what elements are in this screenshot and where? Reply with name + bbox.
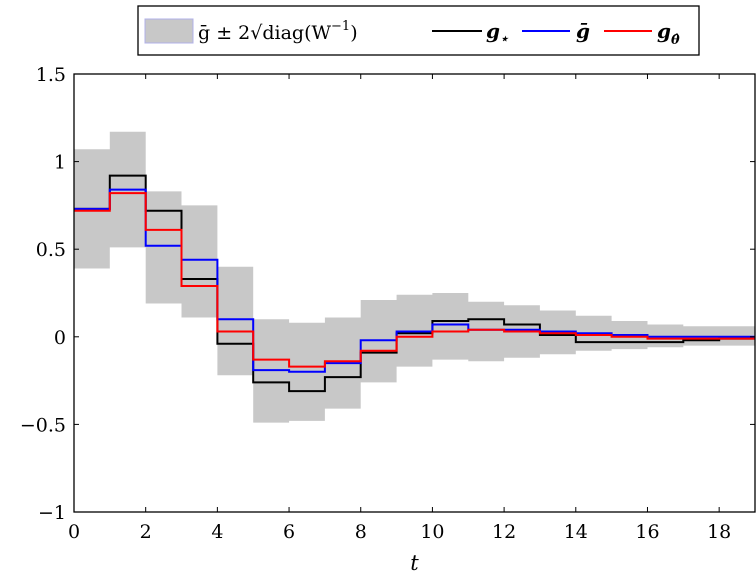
y-tick-label: 0.5 (36, 239, 66, 261)
legend-label-g-star: g⋆ (486, 19, 509, 47)
y-tick-label: −1 (38, 502, 66, 524)
legend-label-g-theta: gθ̂ (657, 19, 680, 48)
y-tick-label: 1.5 (36, 64, 66, 86)
legend-band-math-close: ) (350, 22, 357, 44)
legend-band-label: ḡ ± 2√diag(W−1) (198, 19, 358, 44)
x-tick-label: 12 (492, 521, 516, 543)
y-tick-label: 1 (54, 152, 66, 174)
x-tick-label: 10 (420, 521, 444, 543)
series-line-g-theta (74, 192, 755, 368)
x-tick-label: 18 (707, 521, 731, 543)
x-tick-label: 8 (355, 521, 367, 543)
plot-frame (73, 73, 756, 513)
legend-label-g-theta-sub: θ̂ (671, 33, 680, 48)
x-tick-label: 4 (211, 521, 223, 543)
legend: ḡ ± 2√diag(W−1) g⋆ ḡ gθ̂ (137, 5, 700, 56)
x-tick-label: 2 (140, 521, 152, 543)
axis-ticks: 0 2 4 6 8 10 12 14 16 18 −1 −0.5 0 0.5 1 1.5 (20, 64, 755, 543)
x-tick-label: 0 (68, 521, 80, 543)
legend-label-g-star-sub: ⋆ (500, 32, 509, 47)
series-lines (74, 174, 755, 393)
legend-label-g-bar: ḡ (576, 19, 590, 43)
x-axis-label: t (410, 551, 419, 575)
x-tick-label: 14 (564, 521, 588, 543)
band-area (74, 131, 755, 423)
x-tick-label: 16 (635, 521, 659, 543)
y-tick-label: 0 (54, 327, 66, 349)
legend-band-swatch (144, 18, 194, 44)
legend-band-math: ḡ ± 2√diag(W (198, 22, 331, 44)
legend-label-g-star-base: g (486, 19, 500, 43)
y-tick-label: −0.5 (20, 414, 66, 436)
legend-band-math-exp: −1 (331, 19, 350, 34)
x-tick-label: 6 (283, 521, 295, 543)
confidence-band (74, 131, 755, 423)
legend-label-g-theta-base: g (657, 19, 671, 43)
